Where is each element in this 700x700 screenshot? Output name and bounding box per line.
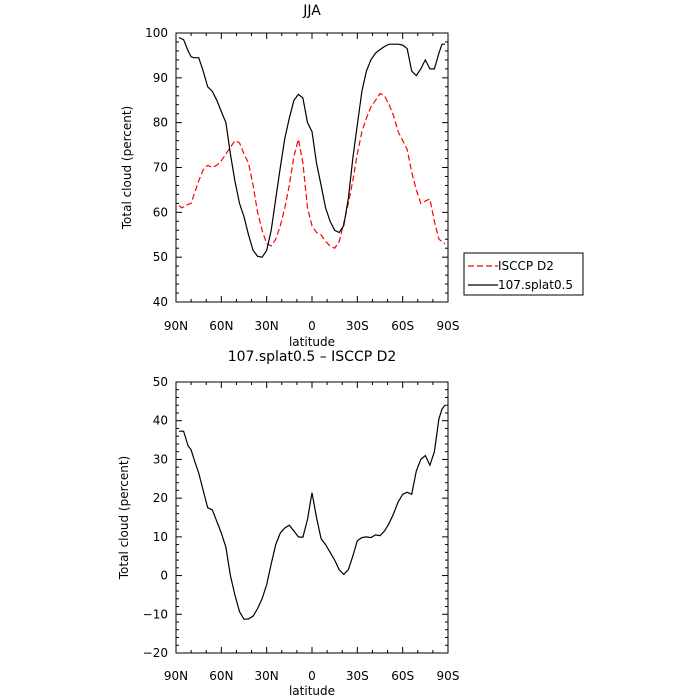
y-tick-label: −10 bbox=[143, 607, 168, 621]
x-tick-label: 0 bbox=[308, 669, 316, 683]
y-axis-title: Total cloud (percent) bbox=[117, 456, 131, 580]
x-tick-label: 30S bbox=[346, 319, 369, 333]
x-axis-title: latitude bbox=[289, 335, 335, 349]
y-tick-label: 30 bbox=[153, 452, 168, 466]
y-tick-label: 0 bbox=[160, 569, 168, 583]
x-axis-title: latitude bbox=[289, 684, 335, 698]
chart-title: JJA bbox=[302, 3, 321, 19]
y-tick-label: 90 bbox=[153, 71, 168, 85]
chart-panel-2: 90N 60N 30N 0 30S 60S 90S −20 −10 0 10 20 30 40 50 lati… bbox=[117, 349, 459, 698]
x-tick-label: 60N bbox=[209, 669, 233, 683]
legend-box bbox=[463, 252, 584, 296]
x-tick-label: 60S bbox=[391, 669, 414, 683]
y-tick-label: 60 bbox=[153, 205, 168, 219]
y-tick-label: −20 bbox=[143, 646, 168, 660]
y-tick-label: 20 bbox=[153, 491, 168, 505]
x-tick-label: 0 bbox=[308, 319, 316, 333]
y-tick-label: 80 bbox=[153, 116, 168, 130]
series-line-107-splat0-5 bbox=[178, 36, 445, 258]
y-tick-label: 100 bbox=[145, 26, 168, 40]
legend-label: 107.splat0.5 bbox=[498, 278, 573, 292]
y-tick-label: 40 bbox=[153, 414, 168, 428]
x-tick-label: 30N bbox=[255, 319, 279, 333]
x-tick-label: 60N bbox=[209, 319, 233, 333]
legend: ISCCP D2 107.splat0.5 bbox=[463, 252, 584, 296]
chart-title: 107.splat0.5 – ISCCP D2 bbox=[228, 349, 397, 365]
plot-frame bbox=[175, 381, 449, 654]
y-tick-label: 70 bbox=[153, 161, 168, 175]
y-tick-label: 40 bbox=[153, 295, 168, 309]
plot-frame bbox=[175, 32, 449, 303]
x-tick-label: 90S bbox=[437, 669, 460, 683]
series-line-difference bbox=[179, 404, 446, 620]
y-tick-label: 50 bbox=[153, 250, 168, 264]
series-line-isccp-d2 bbox=[178, 92, 446, 249]
chart-panel-1: 90N 60N 30N 0 30S 60S 90S 40 50 60 70 80 90 100 latitu… bbox=[120, 3, 584, 349]
x-tick-label: 90S bbox=[437, 319, 460, 333]
x-tick-label: 30N bbox=[255, 669, 279, 683]
y-tick-label: 50 bbox=[153, 375, 168, 389]
x-tick-label: 60S bbox=[391, 319, 414, 333]
legend-label: ISCCP D2 bbox=[498, 259, 554, 273]
y-tick-label: 10 bbox=[153, 530, 168, 544]
x-tick-label: 30S bbox=[346, 669, 369, 683]
y-axis-title: Total cloud (percent) bbox=[120, 106, 134, 230]
x-tick-label: 90N bbox=[164, 319, 188, 333]
x-tick-label: 90N bbox=[164, 669, 188, 683]
